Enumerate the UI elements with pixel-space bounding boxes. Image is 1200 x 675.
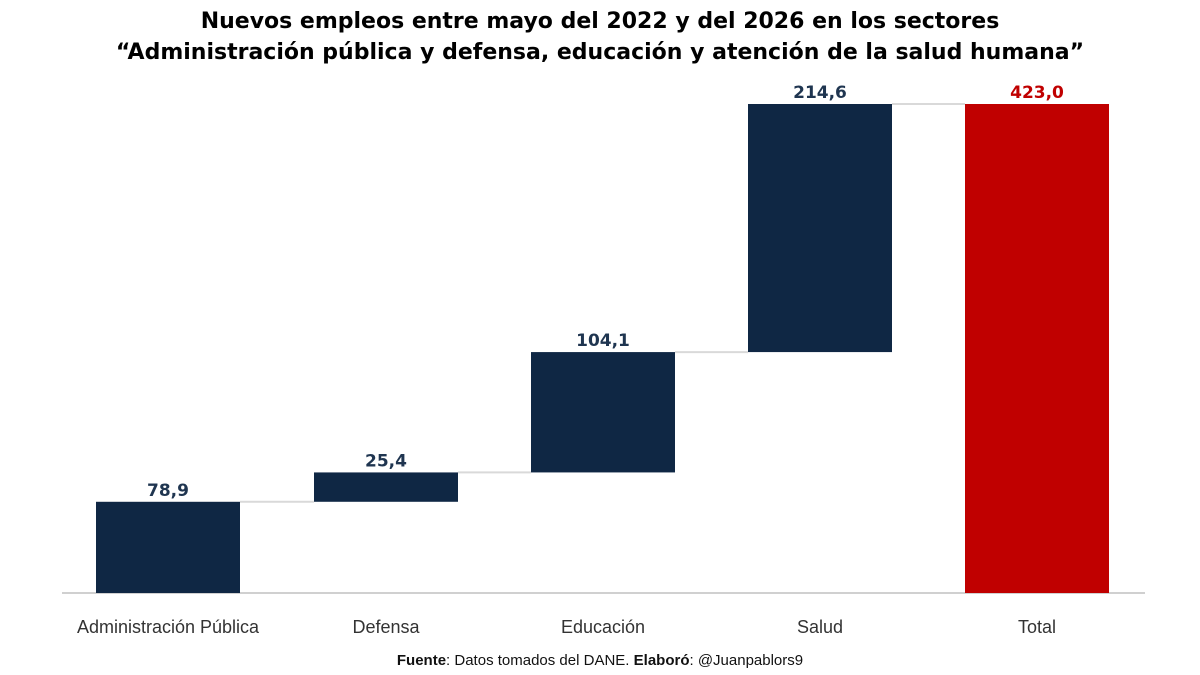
chart-title-line-1: Nuevos empleos entre mayo del 2022 y del… <box>200 9 1000 34</box>
chart-title-line-2: “Administración pública y defensa, educa… <box>115 40 1085 65</box>
source-text: : Datos tomados del DANE. <box>446 652 634 669</box>
value-label: 423,0 <box>1010 83 1064 103</box>
value-label: 214,6 <box>793 83 847 103</box>
value-label: 78,9 <box>147 481 189 501</box>
category-label: Educación <box>561 617 645 637</box>
chart-title: Nuevos empleos entre mayo del 2022 y del… <box>0 6 1200 68</box>
author-text: : @Juanpablors9 <box>689 652 804 669</box>
category-label: Administración Pública <box>77 617 260 637</box>
value-label: 104,1 <box>576 331 630 351</box>
category-label: Total <box>1018 617 1056 637</box>
source-label: Fuente <box>396 652 447 669</box>
category-label: Salud <box>797 617 843 637</box>
value-label: 25,4 <box>365 451 407 471</box>
bar-1 <box>314 472 458 502</box>
bar-0 <box>96 501 240 593</box>
bar-3 <box>748 104 892 353</box>
author-label: Elaboró <box>633 652 690 669</box>
source-footer: Fuente: Datos tomados del DANE. Elaboró:… <box>0 652 1200 669</box>
bar-4 <box>965 104 1109 593</box>
category-label: Defensa <box>352 617 420 637</box>
bar-2 <box>531 352 675 473</box>
